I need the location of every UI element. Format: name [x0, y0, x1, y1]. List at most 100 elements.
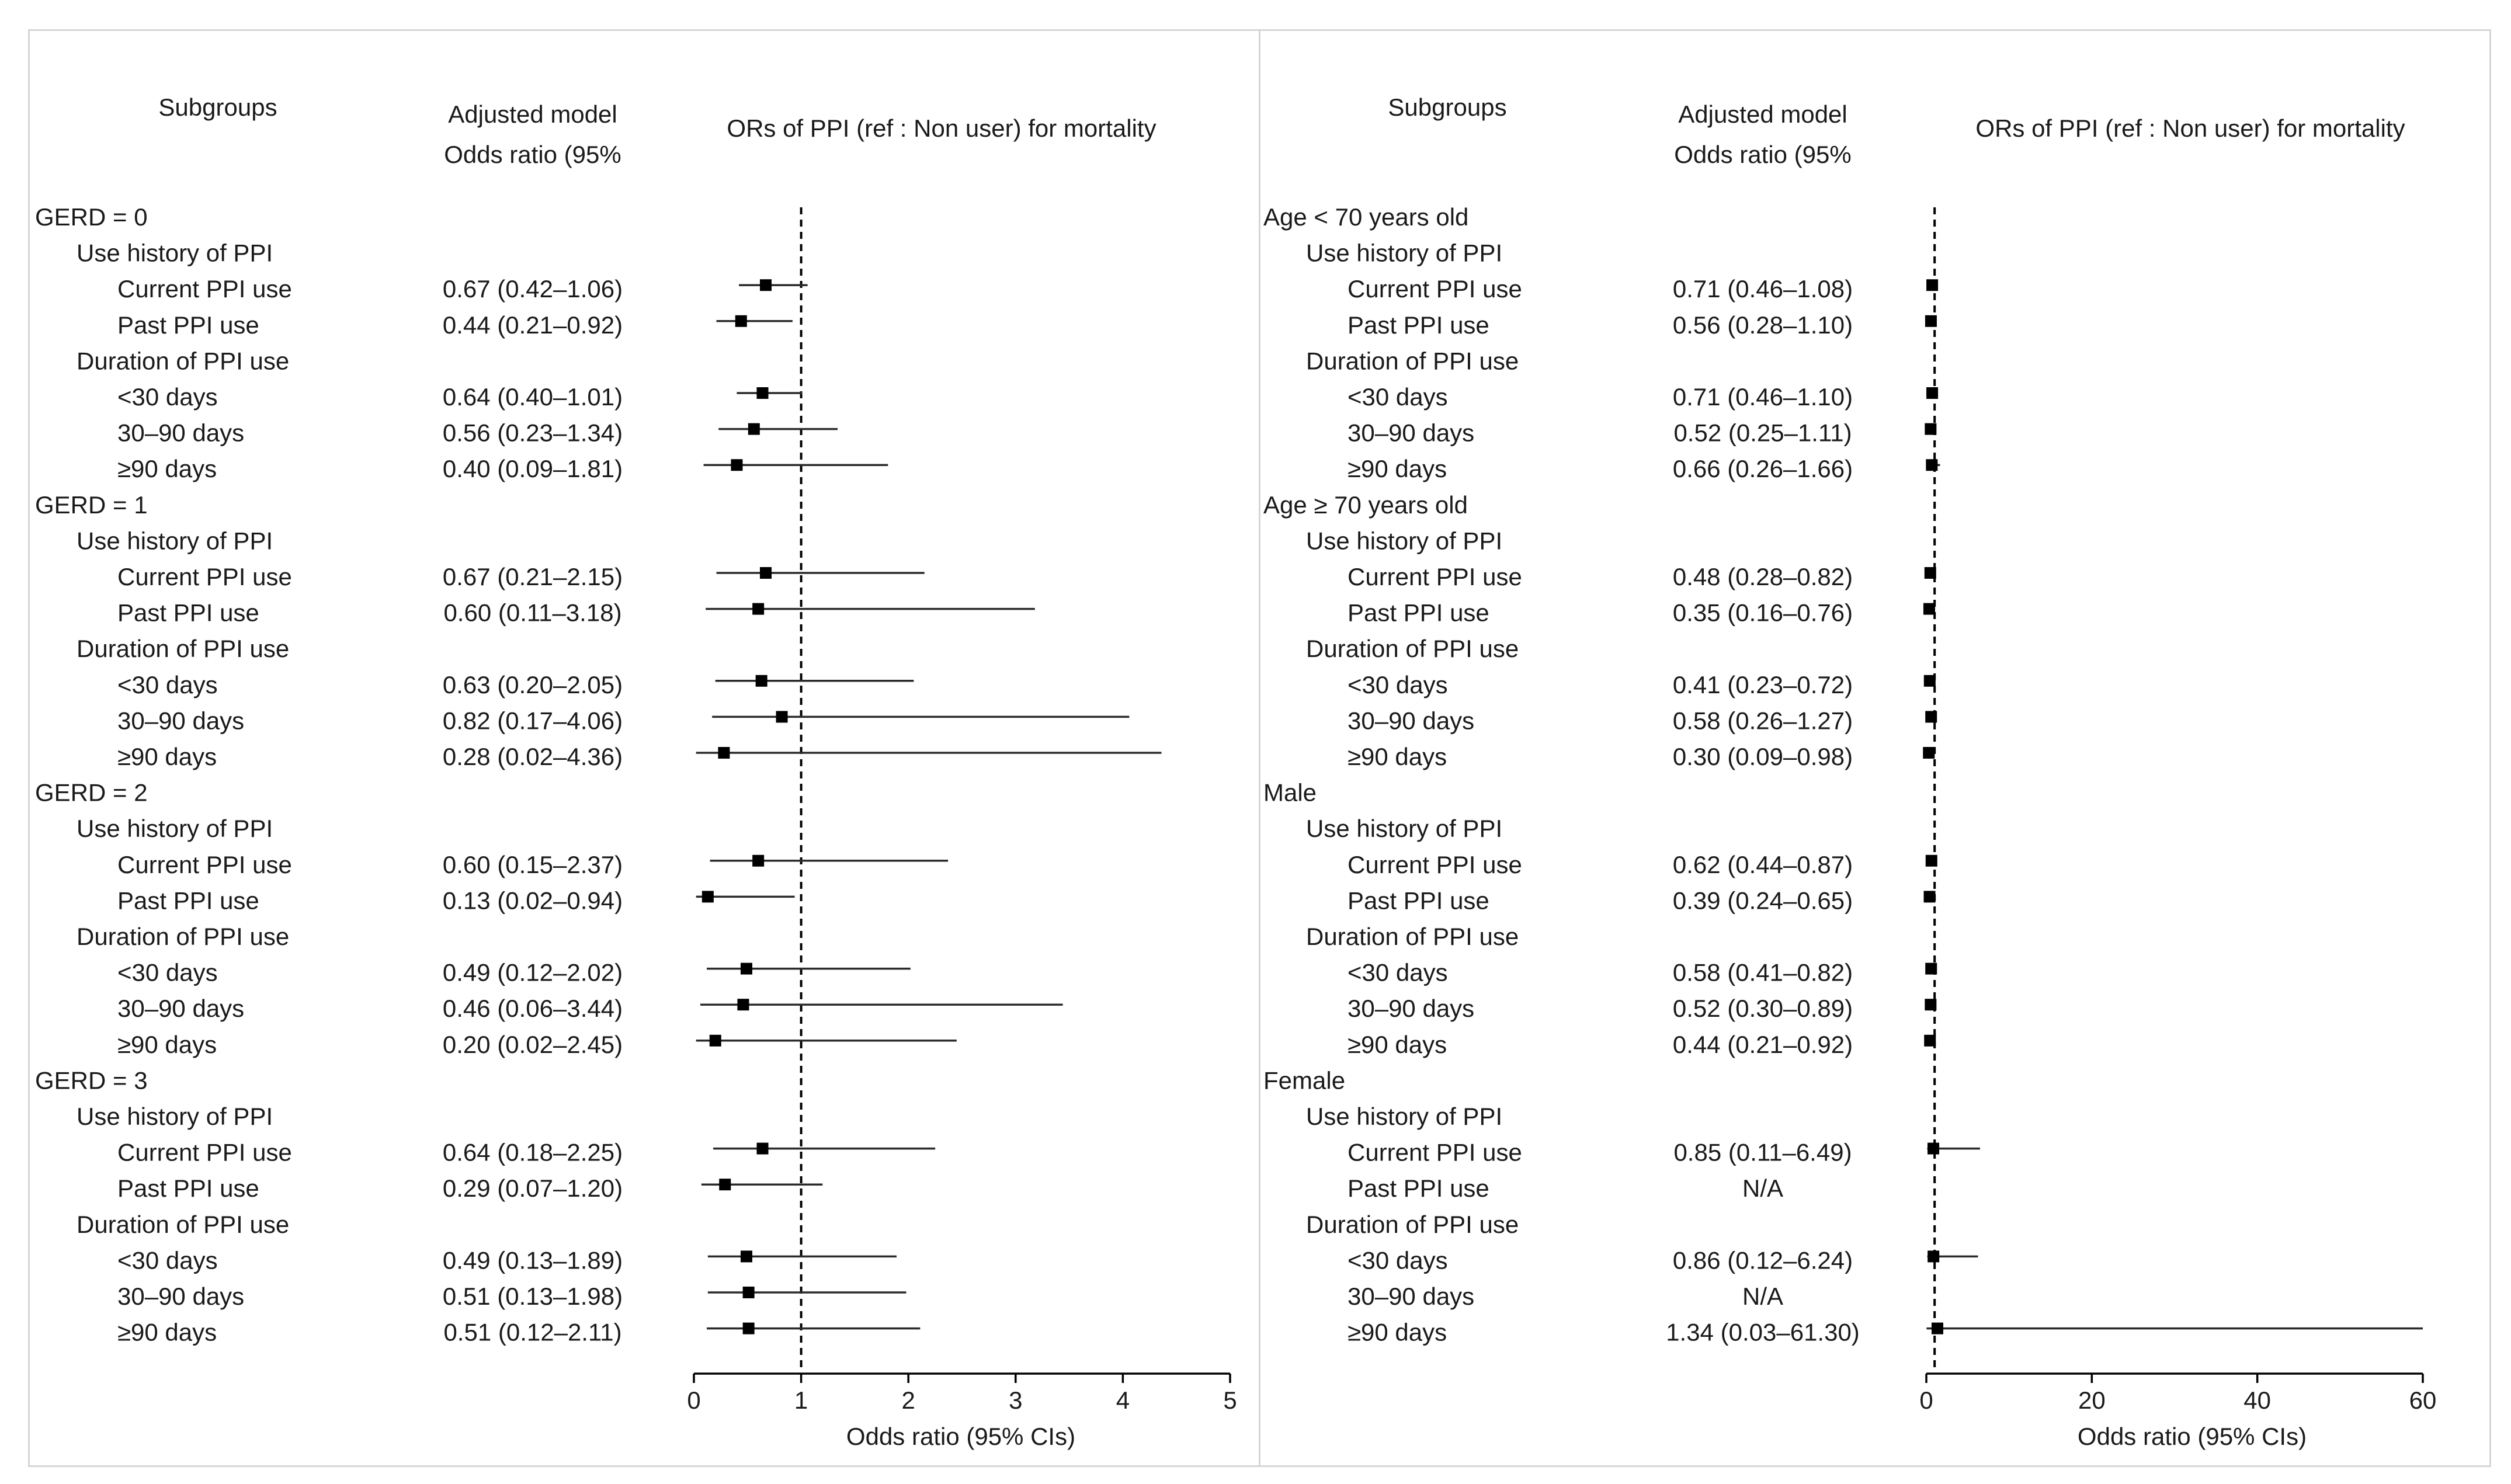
left-header-subgroups: Subgroups	[158, 93, 277, 121]
right-row-label: 30–90 days	[1347, 1283, 1474, 1310]
left-row-label: Current PPI use	[117, 275, 292, 303]
right-row-ci-text: 0.39 (0.24–0.65)	[1673, 887, 1853, 914]
left-row-label: Past PPI use	[117, 599, 259, 627]
left-row-ci-text: 0.20 (0.02–2.45)	[443, 1031, 623, 1058]
right-row-ci-text: 0.71 (0.46–1.08)	[1673, 275, 1853, 303]
right-row-label: Current PPI use	[1347, 275, 1522, 303]
left-row-label: ≥90 days	[117, 743, 217, 770]
left-header-model-line2: Odds ratio (95%	[444, 141, 621, 168]
left-or-point	[718, 747, 730, 759]
right-row-ci-text: 0.71 (0.46–1.10)	[1673, 383, 1853, 411]
left-x-tick-label: 4	[1116, 1386, 1130, 1414]
right-x-tick-label: 40	[2243, 1386, 2271, 1414]
left-row-label: Use history of PPI	[77, 527, 273, 554]
right-row-ci-text: 0.56 (0.28–1.10)	[1673, 311, 1853, 339]
right-row-label: Use history of PPI	[1306, 239, 1502, 267]
right-row-label: ≥90 days	[1347, 455, 1447, 482]
right-x-tick-label: 60	[2409, 1386, 2437, 1414]
left-row-label: 30–90 days	[117, 1283, 244, 1310]
right-row-label: 30–90 days	[1347, 419, 1474, 447]
right-row-label: <30 days	[1347, 671, 1448, 698]
right-row-ci-text: 0.30 (0.09–0.98)	[1673, 743, 1853, 770]
left-header-model-line1: Adjusted model	[448, 100, 617, 128]
right-row-label: Past PPI use	[1347, 599, 1489, 627]
right-row-label: Male	[1263, 779, 1317, 807]
left-row-label: Duration of PPI use	[77, 923, 289, 950]
right-row-label: Use history of PPI	[1306, 815, 1502, 842]
right-row-ci-text: 0.52 (0.30–0.89)	[1673, 995, 1853, 1022]
right-or-point	[1925, 999, 1937, 1011]
left-row-label: Past PPI use	[117, 1174, 259, 1202]
left-row-ci-text: 0.44 (0.21–0.92)	[443, 311, 623, 339]
left-row-label: <30 days	[117, 671, 218, 698]
right-header-model-line2: Odds ratio (95%	[1674, 141, 1851, 168]
left-row-ci-text: 0.82 (0.17–4.06)	[443, 707, 623, 734]
left-row-ci-text: 0.60 (0.15–2.37)	[443, 851, 623, 878]
left-row-ci-text: 0.49 (0.13–1.89)	[443, 1246, 623, 1274]
left-row-label: Current PPI use	[117, 563, 292, 590]
left-row-label: 30–90 days	[117, 707, 244, 734]
right-row-label: Current PPI use	[1347, 563, 1522, 590]
left-or-point	[731, 459, 743, 471]
right-or-point	[1925, 711, 1937, 723]
right-row-label: <30 days	[1347, 383, 1448, 411]
left-row-ci-text: 0.40 (0.09–1.81)	[443, 455, 623, 482]
left-x-tick-label: 0	[687, 1386, 700, 1414]
right-row-label: Duration of PPI use	[1306, 1211, 1519, 1238]
left-x-tick-label: 5	[1223, 1386, 1237, 1414]
left-row-label: Current PPI use	[117, 1139, 292, 1166]
left-row-ci-text: 0.63 (0.20–2.05)	[443, 671, 623, 698]
left-or-point	[760, 567, 772, 579]
right-x-axis-label: Odds ratio (95% CIs)	[2078, 1423, 2307, 1450]
left-row-label: Current PPI use	[117, 851, 292, 878]
right-or-point	[1923, 891, 1936, 903]
left-row-label: Duration of PPI use	[77, 635, 289, 662]
right-or-point	[1926, 279, 1939, 291]
left-or-point	[742, 1322, 755, 1334]
left-x-tick-label: 1	[794, 1386, 808, 1414]
left-row-label: ≥90 days	[117, 1031, 217, 1058]
right-row-ci-text: 0.52 (0.25–1.11)	[1673, 419, 1852, 447]
left-row-label: Use history of PPI	[77, 815, 273, 842]
left-or-point	[719, 1179, 731, 1191]
right-row-ci-text: 0.44 (0.21–0.92)	[1673, 1031, 1853, 1058]
right-row-label: <30 days	[1347, 1246, 1448, 1274]
left-row-ci-text: 0.28 (0.02–4.36)	[443, 743, 623, 770]
left-row-label: Duration of PPI use	[77, 347, 289, 374]
left-plot-title: ORs of PPI (ref : Non user) for mortalit…	[727, 114, 1156, 142]
right-row-ci-text: 0.48 (0.28–0.82)	[1673, 563, 1853, 590]
left-row-label: Past PPI use	[117, 311, 259, 339]
left-row-label: 30–90 days	[117, 995, 244, 1022]
left-row-label: Past PPI use	[117, 887, 259, 914]
right-or-point	[1924, 567, 1936, 579]
right-or-point	[1931, 1322, 1943, 1334]
right-row-label: Past PPI use	[1347, 311, 1489, 339]
right-row-ci-text: 0.58 (0.41–0.82)	[1673, 959, 1853, 986]
right-or-point	[1925, 962, 1937, 975]
left-row-label: GERD = 1	[35, 491, 148, 519]
left-row-ci-text: 0.67 (0.21–2.15)	[443, 563, 623, 590]
left-or-point	[740, 1250, 752, 1263]
right-row-label: ≥90 days	[1347, 743, 1447, 770]
right-or-point	[1923, 747, 1935, 759]
right-row-ci-text: 0.58 (0.26–1.27)	[1673, 707, 1853, 734]
right-row-label: Female	[1263, 1066, 1345, 1094]
right-or-point	[1925, 854, 1937, 867]
left-row-ci-text: 0.64 (0.40–1.01)	[443, 383, 623, 411]
right-row-label: Duration of PPI use	[1306, 923, 1519, 950]
panel-right-frame	[1259, 29, 2491, 1467]
left-row-ci-text: 0.67 (0.42–1.06)	[443, 275, 623, 303]
left-row-ci-text: 0.60 (0.11–3.18)	[443, 599, 621, 627]
right-row-label: <30 days	[1347, 959, 1448, 986]
right-row-label: 30–90 days	[1347, 995, 1474, 1022]
left-row-label: Duration of PPI use	[77, 1211, 289, 1238]
left-row-label: Use history of PPI	[77, 1103, 273, 1130]
right-row-label: Duration of PPI use	[1306, 635, 1519, 662]
panel-left-frame	[28, 29, 1260, 1467]
left-or-point	[742, 1287, 755, 1298]
left-row-ci-text: 0.49 (0.12–2.02)	[443, 959, 623, 986]
left-row-ci-text: 0.64 (0.18–2.25)	[443, 1139, 623, 1166]
right-row-label: Duration of PPI use	[1306, 347, 1519, 374]
right-row-ci-text: N/A	[1742, 1174, 1783, 1202]
